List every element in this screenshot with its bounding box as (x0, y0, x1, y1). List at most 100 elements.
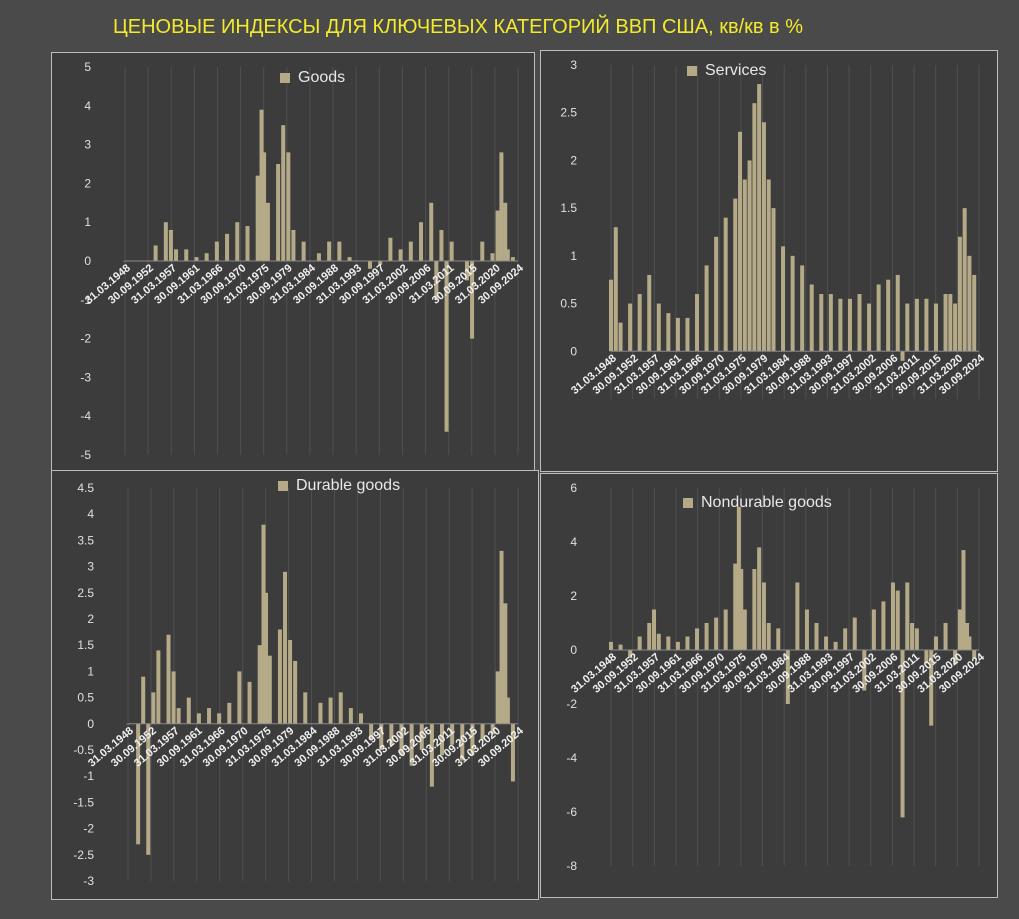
services-bar (704, 265, 709, 352)
services-y-tick-label: 1 (570, 249, 577, 263)
durable-goods-bar (141, 676, 146, 724)
durable-goods-bar (409, 723, 414, 766)
goods-bar (286, 152, 291, 261)
durable-goods-y-tick-label: -2 (83, 822, 94, 836)
services-chart: 32.521.510.5031.03.194830.09.195231.03.1… (560, 58, 988, 399)
services-bar (757, 84, 762, 352)
durable-goods-bar (389, 723, 394, 745)
goods-y-tick-label: -1 (80, 293, 91, 307)
services-bar (656, 303, 661, 352)
nondurable-goods-bar (833, 641, 838, 650)
nondurable-goods-bar (871, 609, 876, 650)
services-legend-label: Services (705, 62, 767, 79)
durable-goods-bar (267, 655, 272, 724)
services-bar (618, 322, 623, 352)
services-bar (905, 303, 910, 352)
nondurable-goods-y-tick-label: 2 (570, 589, 577, 603)
durable-goods-bar (303, 692, 308, 724)
goods-bar (510, 257, 515, 261)
nondurable-goods-legend: Nondurable goods (683, 494, 832, 512)
durable-goods-bar (318, 702, 323, 724)
goods-bar (367, 261, 372, 269)
goods-bar (505, 249, 510, 261)
durable-goods-y-tick-label: -0.5 (73, 743, 94, 757)
nondurable-goods-bar (666, 636, 671, 650)
goods-bar (490, 253, 495, 261)
nondurable-goods-bar (957, 609, 962, 650)
services-bar (967, 255, 972, 352)
goods-legend-swatch (280, 73, 290, 83)
durable-goods-y-tick-label: 4 (87, 507, 94, 521)
durable-goods-bar (261, 524, 266, 724)
nondurable-goods-bar (695, 628, 700, 650)
goods-bar (174, 249, 179, 261)
nondurable-goods-y-tick-label: -6 (566, 805, 577, 819)
durable-goods-bar (419, 723, 424, 750)
services-bar (685, 317, 690, 352)
durable-goods-bar (470, 723, 475, 756)
nondurable-goods-chart-panel: 6 4 2 0 -2 -4 -6 -8 31.03.1948 30.09.1952 31.03.19… (540, 473, 998, 898)
goods-bar (262, 152, 267, 261)
nondurable-goods-bar (637, 636, 642, 650)
goods-bar (163, 222, 168, 261)
durable-goods-y-tick-label: 4.5 (77, 481, 94, 495)
services-bar (953, 303, 958, 352)
durable-goods-bar (227, 702, 232, 724)
goods-bar (503, 202, 508, 261)
durable-goods-bar (237, 671, 242, 724)
durable-goods-y-tick-label: -1.5 (73, 795, 94, 809)
goods-bar (434, 261, 439, 300)
nondurable-goods-bar (943, 623, 948, 650)
goods-bar (419, 222, 424, 261)
services-bar (723, 217, 728, 352)
durable-goods-bar (495, 671, 500, 724)
services-bar (857, 294, 862, 352)
chart-title: ЦЕНОВЫЕ ИНДЕКСЫ ДЛЯ КЛЮЧЕВЫХ КАТЕГОРИЙ В… (112, 16, 804, 38)
services-bar (900, 351, 905, 361)
nondurable-goods-bar (714, 617, 719, 650)
nondurable-goods-y-tick-label: 0 (570, 643, 577, 657)
durable-goods-bar (288, 639, 293, 724)
nondurable-goods-bar (862, 650, 867, 691)
durable-goods-bar (146, 723, 151, 855)
services-bar (747, 160, 752, 352)
nondurable-goods-bar (652, 609, 657, 650)
nondurable-goods-bar (628, 650, 633, 659)
goods-bar (194, 257, 199, 261)
goods-bar (429, 202, 434, 261)
goods-bar (327, 241, 332, 261)
services-bar (962, 208, 967, 352)
services-bar (933, 303, 938, 352)
services-bar (613, 227, 618, 352)
services-bar (972, 274, 977, 352)
nondurable-goods-bar (704, 623, 709, 650)
durable-goods-legend-label: Durable goods (296, 477, 401, 494)
durable-goods-y-tick-label: 3.5 (77, 533, 94, 547)
goods-bar (245, 226, 250, 261)
goods-bar (480, 241, 485, 261)
durable-goods-chart-panel: 4.5 4 3.5 3 2.5 2 1.5 1 0.5 0 -0.5 -1 -1.5 -2 -2.5 -3 31… (51, 470, 539, 900)
goods-y-tick-label: -2 (80, 332, 91, 346)
nondurable-goods-bar (757, 547, 762, 650)
goods-bar (265, 202, 270, 261)
services-y-tick-label: 3 (570, 58, 577, 72)
nondurable-goods-bar (733, 563, 738, 650)
services-bar (838, 298, 843, 352)
goods-chart: 543210-1-2-3-4-531.03.194830.09.195231.0… (80, 60, 526, 462)
goods-bar (337, 241, 342, 261)
nondurable-goods-bar (852, 617, 857, 650)
nondurable-goods-y-tick-label: -8 (566, 859, 577, 873)
goods-bar (495, 210, 500, 261)
nondurable-goods-bar (795, 582, 800, 650)
services-bar (867, 303, 872, 352)
services-y-tick-label: 0.5 (560, 297, 577, 311)
nondurable-goods-bar (814, 623, 819, 650)
durable-goods-y-tick-label: -2.5 (73, 848, 94, 862)
durable-goods-y-tick-label: 0 (87, 717, 94, 731)
durable-goods-bar (369, 723, 374, 740)
services-legend-swatch (687, 66, 697, 76)
goods-bar (444, 261, 449, 432)
goods-y-tick-label: 1 (84, 215, 91, 229)
durable-goods-bar (283, 571, 288, 724)
goods-bar (291, 229, 296, 261)
